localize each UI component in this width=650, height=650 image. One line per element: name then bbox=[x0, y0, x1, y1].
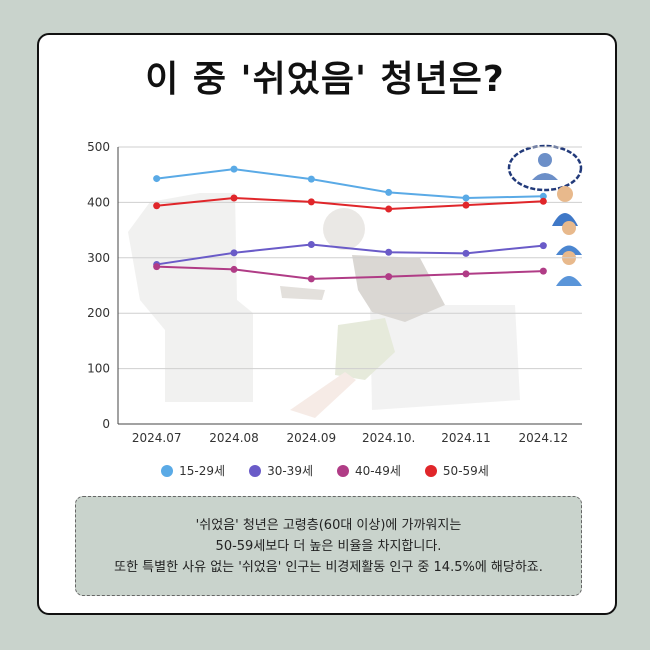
legend-marker bbox=[337, 464, 349, 477]
note-line: 또한 특별한 사유 없는 '쉬었음' 인구는 비경제활동 인구 중 14.5%에… bbox=[114, 559, 543, 575]
legend-marker bbox=[161, 464, 174, 477]
legend-label: 15-29세 bbox=[179, 464, 226, 478]
legend-marker bbox=[424, 464, 437, 477]
info-note-box: '쉬었음' 청년은 고령층(60대 이상)에 가까워지는 50-59세보다 더 … bbox=[75, 496, 582, 596]
page-title: 이 중 '쉬었음' 청년은? bbox=[145, 59, 505, 100]
legend-label: 50-59세 bbox=[442, 464, 489, 478]
legend-label: 40-49세 bbox=[355, 464, 401, 478]
legend-item: 30-39세 bbox=[249, 462, 313, 479]
legend-item: 50-59세 bbox=[424, 462, 489, 479]
legend-label: 30-39세 bbox=[267, 464, 313, 478]
note-line: '쉬었음' 청년은 고령층(60대 이상)에 가까워지는 bbox=[195, 517, 462, 533]
chart-legend: 15-29세 30-39세 40-49세 50-59세 bbox=[0, 462, 650, 479]
legend-item: 40-49세 bbox=[337, 462, 401, 479]
legend-item: 15-29세 bbox=[161, 462, 225, 479]
legend-marker bbox=[249, 464, 262, 477]
note-line: 50-59세보다 더 높은 비율을 차지합니다. bbox=[215, 538, 442, 554]
